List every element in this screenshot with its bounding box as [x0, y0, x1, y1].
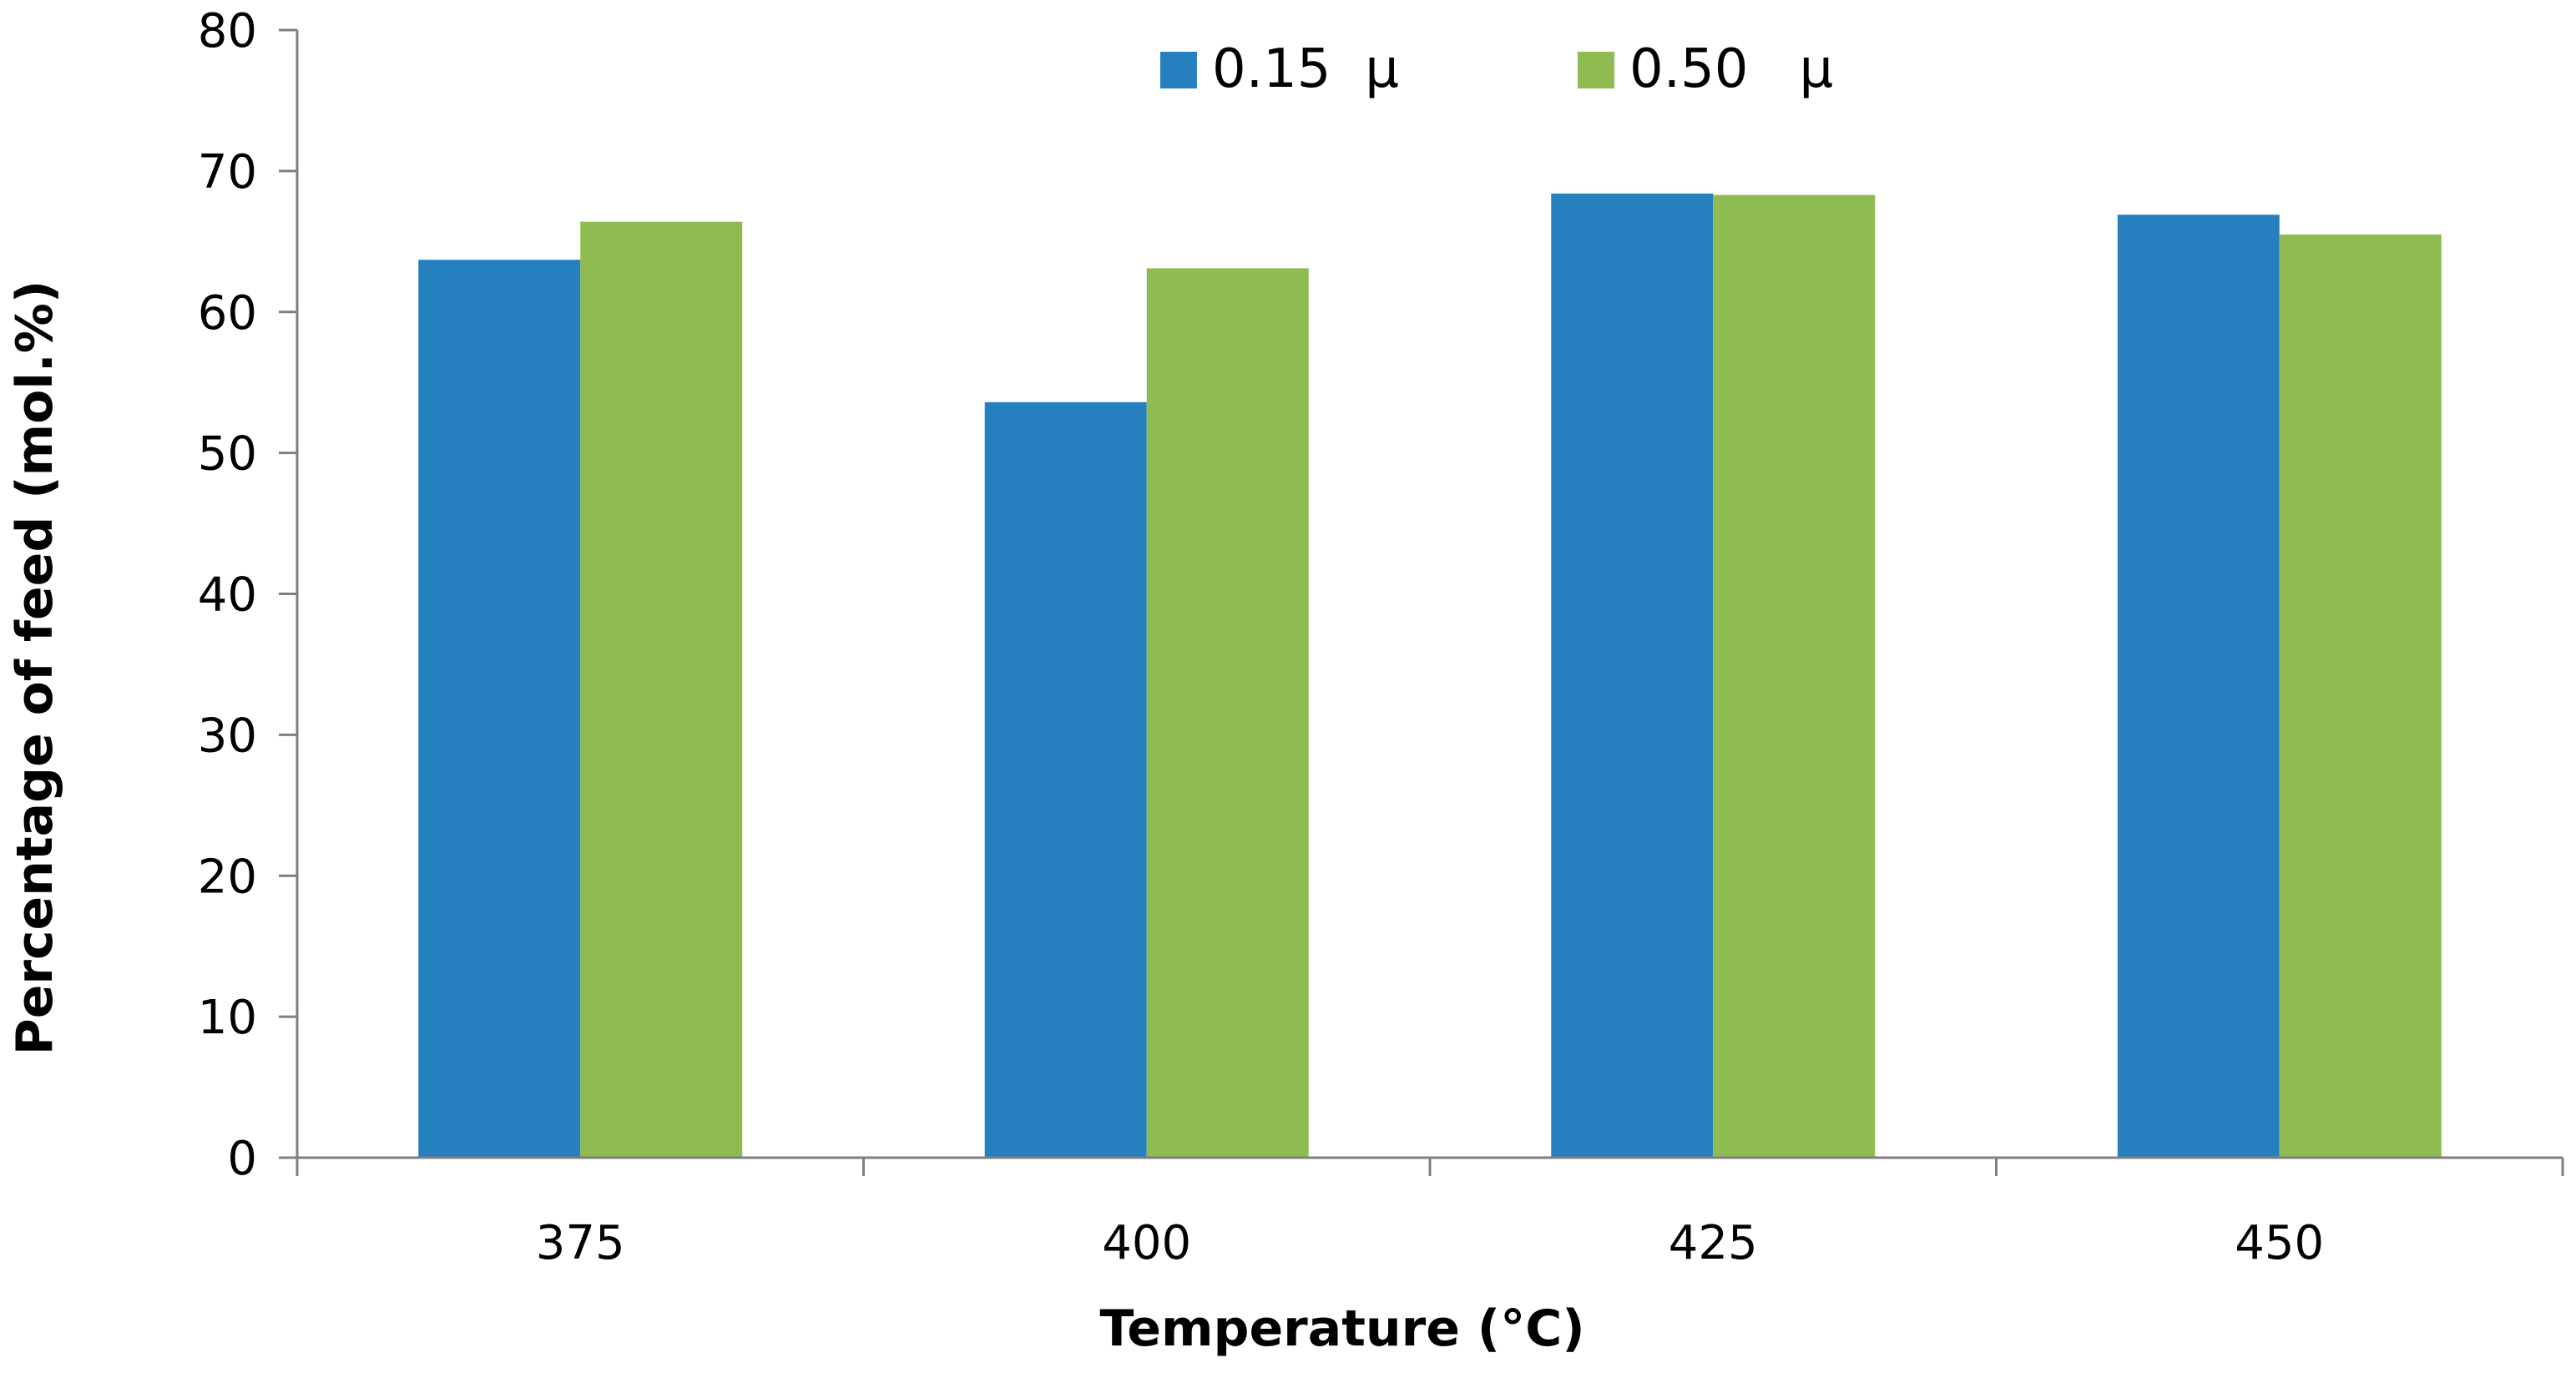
y-tick-label: 50	[198, 427, 257, 482]
bar-450-series-2	[2279, 234, 2442, 1158]
x-ticks-group: 375 400 425 450	[295, 1158, 2564, 1270]
x-axis-title: Temperature (°C)	[1099, 1300, 1584, 1358]
y-tick-label: 70	[198, 145, 257, 199]
bar-400-series-2	[1146, 268, 1309, 1158]
bars-group	[418, 193, 2442, 1158]
y-axis-title: Percentage of feed (mol.%)	[6, 280, 64, 1056]
bar-375-series-2	[580, 221, 743, 1158]
x-tick-label: 450	[2235, 1216, 2324, 1270]
legend-swatch-series-2	[1578, 52, 1614, 88]
bar-425-series-1	[1551, 193, 1714, 1158]
legend-swatch-series-1	[1160, 52, 1197, 88]
y-tick-label: 30	[198, 709, 257, 763]
y-tick-label: 20	[198, 850, 257, 904]
bar-375-series-1	[418, 260, 581, 1158]
y-tick-label: 10	[198, 991, 257, 1045]
y-ticks-group: 0 10 20 30 40 50 60 70 80	[198, 4, 297, 1186]
bar-400-series-1	[984, 401, 1147, 1158]
y-tick-label: 60	[198, 286, 257, 341]
y-tick-label: 0	[227, 1132, 257, 1186]
legend: 0.15 μ 0.50 μ	[1160, 38, 1833, 100]
legend-label-series-2: 0.50 μ	[1629, 38, 1833, 100]
x-tick-label: 400	[1102, 1216, 1191, 1270]
bar-450-series-1	[2117, 215, 2280, 1158]
y-tick-label: 40	[198, 568, 257, 623]
x-tick-label: 375	[536, 1216, 625, 1270]
bar-425-series-2	[1713, 194, 1876, 1158]
legend-label-series-1: 0.15 μ	[1212, 38, 1399, 100]
x-tick-label: 425	[1669, 1216, 1758, 1270]
y-tick-label: 80	[198, 4, 257, 58]
